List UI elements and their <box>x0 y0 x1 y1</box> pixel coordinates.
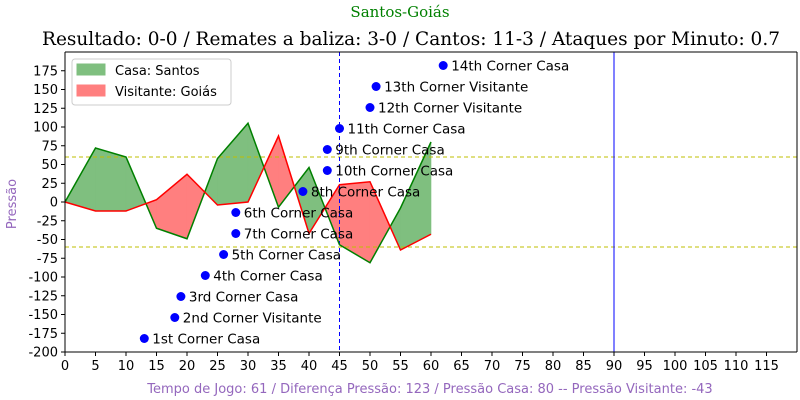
corner-events: 1st Corner Casa 2nd Corner Visitante 3rd C… <box>139 59 569 348</box>
corner-event-point <box>322 145 332 154</box>
corner-event-point <box>170 313 180 322</box>
corner-event-label: 12th Corner Visitante <box>378 101 522 117</box>
y-tick-label: -175 <box>28 327 58 342</box>
y-tick-label: 175 <box>33 64 58 79</box>
legend-entry-label: Casa: Santos <box>115 64 200 79</box>
y-tick-label: 150 <box>33 83 58 98</box>
y-tick-label: -75 <box>37 252 58 267</box>
corner-event-point <box>231 208 241 217</box>
x-tick-label: 0 <box>61 359 69 374</box>
corner-event-point <box>176 292 186 301</box>
x-tick-label: 75 <box>514 359 531 374</box>
y-tick-label: 25 <box>41 177 58 192</box>
corner-event-point <box>322 166 332 175</box>
corner-event-point <box>231 229 241 238</box>
x-tick-label: 105 <box>693 359 718 374</box>
pressure-areas <box>64 122 432 264</box>
corner-event-label: 7th Corner Casa <box>244 227 353 243</box>
y-tick-label: -50 <box>37 233 58 248</box>
legend-entry-label: Visitante: Goiás <box>115 85 217 100</box>
y-tick-label: 100 <box>33 121 58 136</box>
corner-event-point <box>298 187 308 196</box>
corner-event-point <box>371 82 381 91</box>
corner-event-label: 10th Corner Casa <box>335 164 453 180</box>
corner-event-label: 13th Corner Visitante <box>384 80 528 96</box>
corner-event-label: 14th Corner Casa <box>451 59 569 75</box>
corner-event-point <box>365 103 375 112</box>
corner-event-point <box>139 334 149 343</box>
corner-event-point <box>200 271 210 280</box>
y-tick-label: -200 <box>28 346 58 361</box>
x-tick-label: 50 <box>362 359 379 374</box>
x-tick-label: 45 <box>331 359 348 374</box>
x-tick-label: 30 <box>240 359 257 374</box>
corner-event-label: 6th Corner Casa <box>244 206 353 222</box>
legend-box <box>71 58 232 106</box>
corner-event-label: 4th Corner Casa <box>213 269 322 285</box>
x-axis-label: Tempo de Jogo: 61 / Diferença Pressão: 1… <box>146 382 712 397</box>
home-pressure-line <box>64 121 432 264</box>
x-tick-label: 70 <box>484 359 501 374</box>
y-tick-label: -125 <box>28 289 58 304</box>
legend-swatch <box>76 84 106 97</box>
away-pressure-line <box>64 133 432 252</box>
y-tick-label: -150 <box>28 308 58 323</box>
x-tick-label: 10 <box>118 359 135 374</box>
corner-event-point <box>335 124 344 133</box>
corner-event-label: 3rd Corner Casa <box>189 290 298 306</box>
y-tick-label: 125 <box>33 102 58 117</box>
corner-event-label: 9th Corner Casa <box>335 143 444 159</box>
axes: 0 5 10 15 20 25 30 35 40 45 50 55 60 65 70 75 80 85 90 95 10… <box>28 51 798 374</box>
chart-subtitle: Resultado: 0-0 / Remates a baliza: 3-0 /… <box>42 29 780 50</box>
x-tick-label: 55 <box>392 359 409 374</box>
x-tick-label: 15 <box>148 359 165 374</box>
corner-event-point <box>438 61 448 70</box>
x-tick-label: 5 <box>91 359 99 374</box>
y-axis-label: Pressão <box>5 179 20 229</box>
reference-lines <box>65 52 797 352</box>
x-tick-label: 100 <box>663 359 688 374</box>
x-tick-label: 80 <box>545 359 562 374</box>
pressure-lines <box>64 121 432 264</box>
y-tick-label: -25 <box>37 214 58 229</box>
y-tick-label: 75 <box>41 139 58 154</box>
x-tick-label: 25 <box>209 359 226 374</box>
corner-event-label: 1st Corner Casa <box>152 332 260 348</box>
y-tick-label: 0 <box>50 196 58 211</box>
x-tick-label: 60 <box>423 359 440 374</box>
x-tick-label: 110 <box>724 359 749 374</box>
y-tick-label: 50 <box>41 158 58 173</box>
x-tick-label: 35 <box>270 359 287 374</box>
x-tick-label: 20 <box>179 359 196 374</box>
x-tick-label: 65 <box>453 359 470 374</box>
x-tick-label: 90 <box>606 359 623 374</box>
x-tick-label: 115 <box>754 359 779 374</box>
x-tick-label: 95 <box>636 359 653 374</box>
corner-event-label: 8th Corner Casa <box>311 185 420 201</box>
legend-swatch <box>76 63 106 76</box>
x-tick-label: 85 <box>575 359 592 374</box>
y-tick-label: -100 <box>28 271 58 286</box>
chart-title: Santos-Goiás <box>350 3 449 21</box>
corner-event-label: 11th Corner Casa <box>348 122 466 138</box>
x-tick-label: 40 <box>301 359 318 374</box>
legend: Casa: Santos Visitante: Goiás <box>71 58 232 106</box>
corner-event-point <box>219 250 229 259</box>
corner-event-label: 5th Corner Casa <box>232 248 341 264</box>
corner-event-label: 2nd Corner Visitante <box>183 311 322 327</box>
